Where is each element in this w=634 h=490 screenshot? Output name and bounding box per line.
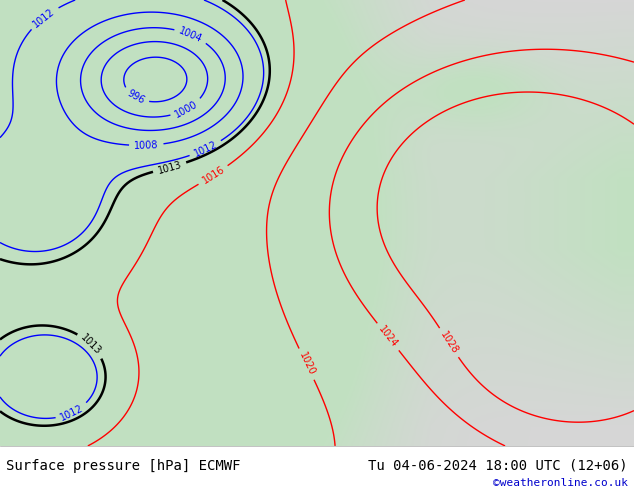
Text: 996: 996 — [126, 88, 146, 106]
Text: 1008: 1008 — [134, 140, 158, 151]
Text: 1016: 1016 — [200, 165, 226, 186]
Text: ©weatheronline.co.uk: ©weatheronline.co.uk — [493, 478, 628, 488]
Text: 1012: 1012 — [31, 6, 57, 29]
Text: 1013: 1013 — [79, 333, 103, 357]
Text: 1013: 1013 — [157, 159, 183, 175]
Text: 1024: 1024 — [377, 324, 399, 349]
Text: Tu 04-06-2024 18:00 UTC (12+06): Tu 04-06-2024 18:00 UTC (12+06) — [368, 459, 628, 473]
Text: 1000: 1000 — [173, 98, 200, 120]
Text: 1012: 1012 — [59, 403, 86, 422]
Text: Surface pressure [hPa] ECMWF: Surface pressure [hPa] ECMWF — [6, 459, 241, 473]
Text: 1012: 1012 — [192, 139, 219, 159]
Text: 1020: 1020 — [297, 351, 316, 377]
Text: 1004: 1004 — [178, 25, 204, 44]
Text: 1028: 1028 — [438, 330, 460, 356]
